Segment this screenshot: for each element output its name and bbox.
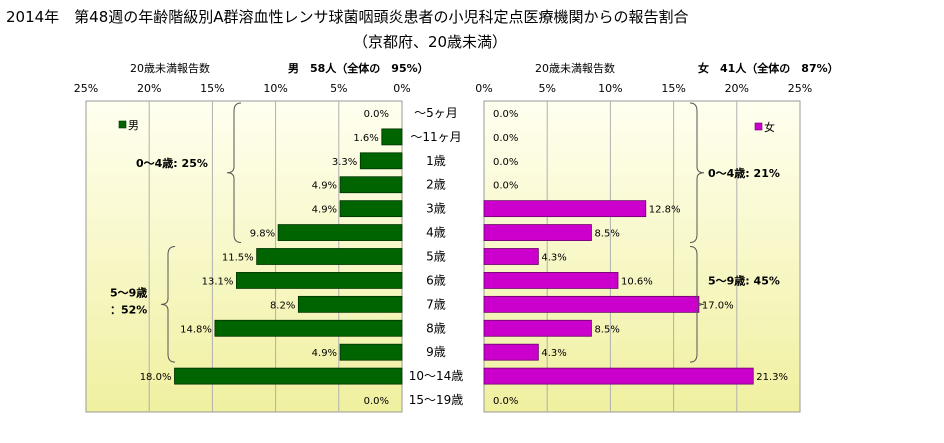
female-bar	[483, 319, 592, 337]
category-label: 6歳	[426, 273, 446, 287]
male-bar	[339, 176, 403, 194]
female-x-tick-label: 20%	[725, 82, 749, 95]
male-group-label-5-9: ：52%	[110, 303, 147, 316]
female-x-tick-label: 5%	[538, 82, 555, 95]
category-label: 〜11ヶ月	[410, 130, 461, 144]
male-x-tick-label: 20%	[137, 82, 161, 95]
category-label: 9歳	[426, 345, 446, 359]
female-x-tick-label: 0%	[475, 82, 492, 95]
male-bar	[359, 152, 403, 170]
male-data-label: 14.8%	[180, 324, 212, 335]
category-label: 2歳	[426, 178, 446, 192]
male-data-label: 3.3%	[332, 157, 357, 168]
male-x-tick-label: 25%	[74, 82, 98, 95]
category-label: 5歳	[426, 250, 446, 264]
category-label: 3歳	[426, 202, 446, 216]
chart-subtitle: （京都府、20歳未満）	[353, 33, 507, 51]
male-brace-5-9	[160, 246, 176, 363]
female-data-label: 12.8%	[649, 205, 681, 216]
male-group-label-0-4: 0〜4歳: 25%	[136, 156, 208, 170]
female-x-tick-label: 25%	[788, 82, 812, 95]
male-bar	[256, 248, 403, 265]
male-bar	[277, 224, 403, 241]
female-data-label: 4.3%	[541, 253, 566, 264]
male-data-label: 11.5%	[222, 253, 254, 264]
male-data-label: 8.2%	[270, 300, 295, 311]
female-bar	[483, 272, 619, 289]
female-data-label: 8.5%	[594, 324, 619, 335]
male-bar	[297, 295, 403, 313]
male-legend-label: 男	[128, 119, 139, 132]
male-brace-0-4	[226, 102, 242, 244]
female-header-total: 女 41人（全体の 87%）	[698, 61, 839, 75]
female-bar	[483, 224, 592, 241]
female-data-label: 4.3%	[541, 348, 566, 359]
female-bar	[483, 295, 700, 313]
male-bar	[214, 319, 403, 337]
category-label: 10〜14歳	[409, 369, 464, 383]
female-data-label: 0.0%	[493, 157, 518, 168]
female-bar	[483, 343, 539, 361]
male-x-tick-label: 10%	[263, 82, 287, 95]
male-data-label: 0.0%	[364, 396, 389, 407]
male-data-label: 1.6%	[353, 133, 378, 144]
male-bar	[339, 200, 403, 218]
female-legend-label: 女	[764, 120, 775, 134]
female-data-label: 10.6%	[621, 276, 653, 287]
category-label: 7歳	[426, 297, 446, 311]
female-legend-swatch	[754, 122, 763, 131]
female-data-label: 21.3%	[756, 372, 788, 383]
category-label: 15〜19歳	[409, 393, 464, 407]
male-x-tick-label: 0%	[393, 82, 410, 95]
female-brace-5-9	[689, 246, 705, 363]
male-bar	[174, 367, 403, 385]
female-data-label: 17.0%	[702, 300, 734, 311]
female-x-tick-label: 10%	[598, 82, 622, 95]
female-brace-0-4	[689, 102, 705, 244]
male-bar	[381, 128, 403, 146]
male-data-label: 13.1%	[202, 276, 234, 287]
male-data-label: 4.9%	[312, 181, 337, 192]
female-x-tick-label: 15%	[661, 82, 685, 95]
female-data-label: 0.0%	[493, 396, 518, 407]
male-legend-swatch	[118, 120, 127, 129]
male-data-label: 9.8%	[250, 229, 275, 240]
male-x-tick-label: 5%	[330, 82, 347, 95]
category-label: 1歳	[426, 154, 446, 168]
female-bar	[483, 200, 647, 218]
female-group-label-0-4: 0〜4歳: 21%	[708, 166, 780, 180]
female-bar	[483, 367, 754, 385]
female-data-label: 0.0%	[493, 181, 518, 192]
female-data-label: 0.0%	[493, 133, 518, 144]
male-x-tick-label: 15%	[200, 82, 224, 95]
male-header-total: 男 58人（全体の 95%）	[288, 61, 429, 75]
category-label: 4歳	[426, 226, 446, 240]
male-bar	[339, 343, 403, 361]
category-label: 8歳	[426, 321, 446, 335]
category-label: 〜5ヶ月	[414, 106, 458, 120]
female-group-label-5-9: 5〜9歳: 45%	[708, 273, 780, 287]
male-group-label-5-9: 5〜9歳	[110, 285, 147, 299]
chart-title: 2014年 第48週の年齢階級別A群溶血性レンサ球菌咽頭炎患者の小児科定点医療機…	[6, 8, 689, 26]
male-data-label: 18.0%	[140, 372, 172, 383]
female-bar	[483, 248, 539, 265]
male-data-label: 4.9%	[312, 348, 337, 359]
female-header-label: 20歳未満報告数	[535, 62, 615, 75]
male-header-label: 20歳未満報告数	[130, 62, 210, 75]
male-data-label: 4.9%	[312, 205, 337, 216]
female-data-label: 0.0%	[493, 109, 518, 120]
male-data-label: 0.0%	[364, 109, 389, 120]
male-bar	[236, 272, 403, 289]
female-data-label: 8.5%	[594, 229, 619, 240]
